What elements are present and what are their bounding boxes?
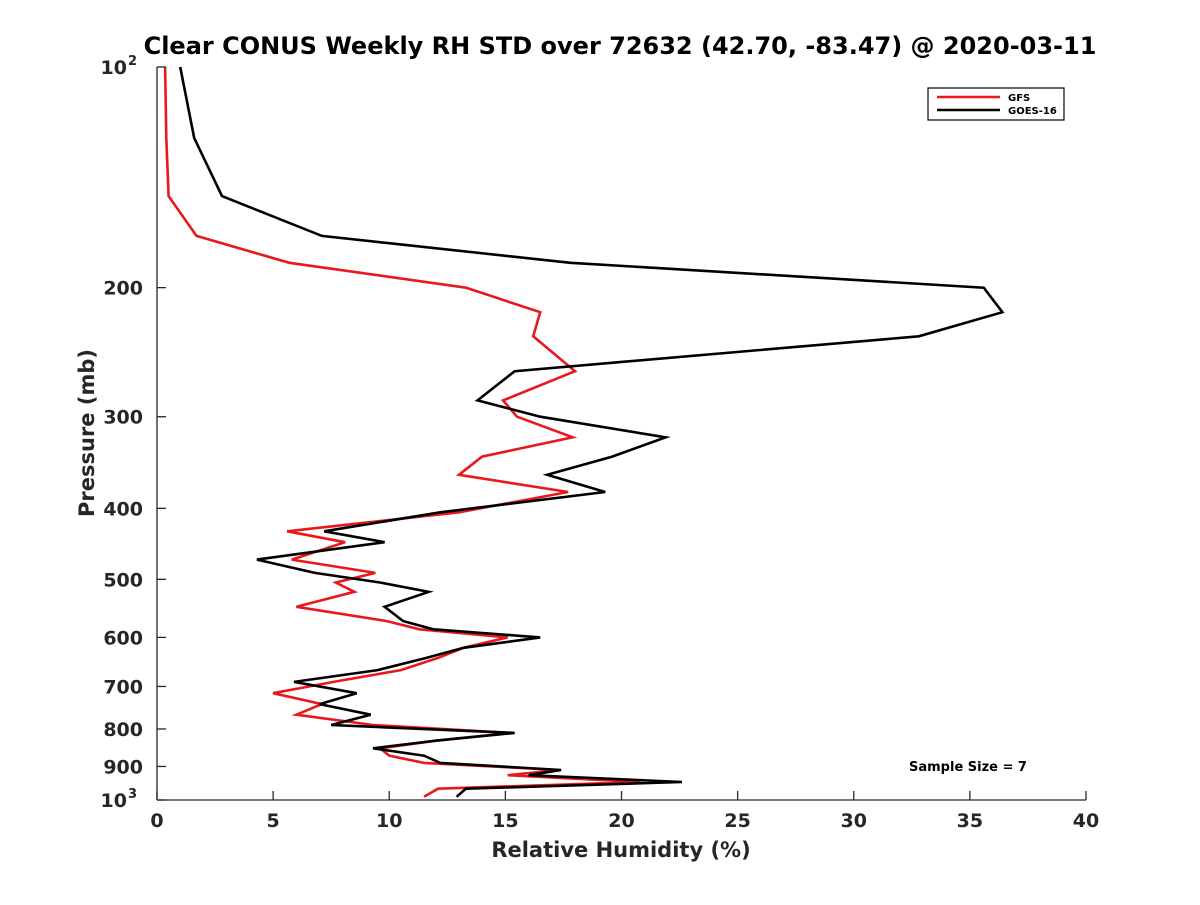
y-tick-label: 500 — [103, 569, 143, 591]
y-tick-label: 800 — [103, 719, 143, 741]
x-tick-label: 25 — [724, 810, 750, 832]
y-tick-label: 600 — [103, 627, 143, 649]
y-axis-label: Pressure (mb) — [75, 349, 99, 517]
x-tick-label: 5 — [267, 810, 280, 832]
legend-label-goes16: GOES-16 — [1008, 106, 1057, 117]
y-tick-exponent: 2 — [128, 54, 137, 69]
x-tick-label: 40 — [1073, 810, 1099, 832]
x-axis-label: Relative Humidity (%) — [491, 838, 750, 862]
x-tick-label: 20 — [608, 810, 634, 832]
y-tick-label: 700 — [103, 676, 143, 698]
x-tick-label: 10 — [376, 810, 402, 832]
legend-label-gfs: GFS — [1008, 93, 1030, 104]
plot-area — [157, 67, 1086, 800]
series-layer — [163, 66, 1005, 798]
x-tick-label: 15 — [492, 810, 518, 832]
series-line-goes-16 — [178, 66, 1005, 798]
y-tick-label: 400 — [103, 498, 143, 520]
y-tick-label: 200 — [103, 278, 143, 300]
x-tick-label: 35 — [957, 810, 983, 832]
legend: GFS GOES-16 — [927, 87, 1065, 121]
y-tick-label: 900 — [103, 756, 143, 778]
sample-size-annotation: Sample Size = 7 — [909, 760, 1027, 775]
x-tick-label: 30 — [841, 810, 867, 832]
y-tick-exponent: 3 — [128, 787, 137, 802]
chart-title: Clear CONUS Weekly RH STD over 72632 (42… — [144, 32, 1097, 60]
y-tick-label: 10 — [101, 57, 127, 79]
y-tick-label: 300 — [103, 407, 143, 429]
legend-box — [927, 87, 1065, 121]
x-tick-label: 0 — [150, 810, 163, 832]
y-tick-label: 10 — [101, 790, 127, 812]
